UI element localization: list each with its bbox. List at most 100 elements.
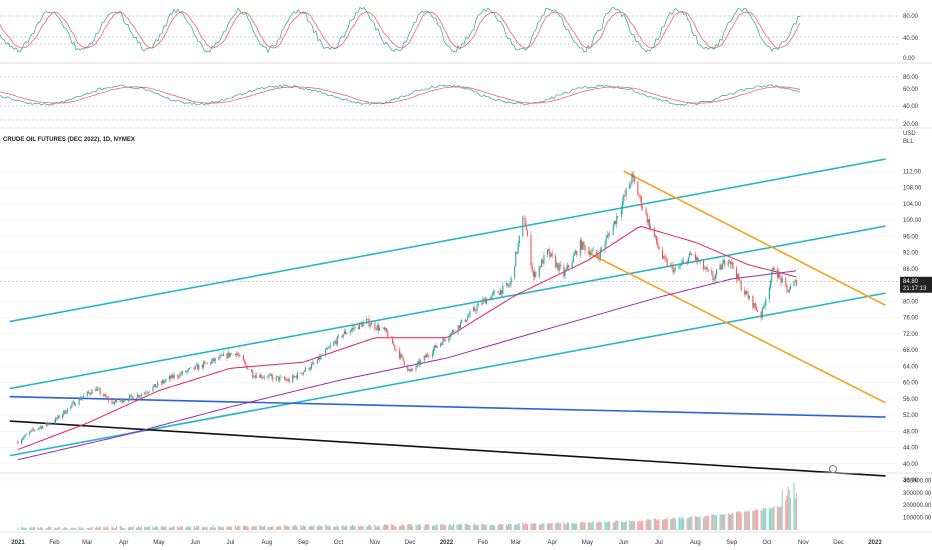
volume-bar xyxy=(335,526,337,530)
candle xyxy=(38,426,40,431)
candle xyxy=(526,229,529,238)
volume-bar xyxy=(541,523,543,530)
candle xyxy=(72,399,74,404)
volume-bar xyxy=(435,525,437,530)
candle xyxy=(31,427,33,432)
trendline[interactable] xyxy=(9,395,886,418)
candle xyxy=(533,268,536,281)
volume-bar xyxy=(714,515,716,530)
volume-bar xyxy=(596,522,598,530)
candle xyxy=(383,326,385,332)
volume-bar xyxy=(111,526,113,530)
candle xyxy=(107,394,109,404)
volume-bar xyxy=(272,525,274,530)
volume-bar xyxy=(403,526,405,530)
candle xyxy=(80,395,82,401)
candle xyxy=(580,238,583,251)
candle xyxy=(238,351,240,359)
volume-bar xyxy=(128,526,131,530)
candle xyxy=(706,264,708,273)
y-tick-label: 76.00 xyxy=(903,316,919,322)
volume-bar xyxy=(713,514,715,530)
trendline[interactable] xyxy=(9,292,886,457)
volume-bar xyxy=(761,510,763,530)
volume-bar xyxy=(622,521,624,530)
volume-bar xyxy=(341,525,343,530)
candle xyxy=(374,320,376,332)
volume-bar xyxy=(572,523,574,530)
volume-bar xyxy=(772,507,774,530)
candle xyxy=(185,369,187,373)
candle xyxy=(705,265,707,273)
volume-bar xyxy=(83,528,85,530)
volume-bar xyxy=(785,499,787,530)
volume-bar xyxy=(244,526,246,530)
candle xyxy=(732,261,734,270)
volume-bar xyxy=(498,524,500,530)
candle xyxy=(605,234,607,248)
candle xyxy=(161,378,163,386)
candle xyxy=(613,220,615,227)
volume-bar xyxy=(505,523,507,530)
volume-bar xyxy=(171,527,173,530)
volume-bar xyxy=(359,526,361,530)
volume-bar xyxy=(312,526,314,530)
volume-bar xyxy=(663,519,665,530)
candle xyxy=(242,354,244,361)
volume-bar xyxy=(645,520,647,530)
trendline[interactable] xyxy=(623,170,886,307)
candle xyxy=(132,396,134,400)
volume-tick-label: 400000.00 xyxy=(903,478,932,484)
volume-bar xyxy=(144,526,146,530)
candle xyxy=(516,251,518,256)
volume-bar xyxy=(738,511,740,530)
candle xyxy=(164,379,166,385)
volume-bar xyxy=(516,524,518,530)
candle xyxy=(714,273,716,283)
volume-bar xyxy=(607,521,610,530)
volume-bar xyxy=(124,528,126,530)
candle xyxy=(139,394,141,400)
volume-bar xyxy=(623,522,625,530)
candle xyxy=(153,383,155,388)
volume-bar xyxy=(449,523,451,530)
candle xyxy=(704,266,706,270)
volume-bar xyxy=(765,508,767,530)
volume-bar xyxy=(515,524,517,530)
volume-bar xyxy=(206,526,208,530)
candle xyxy=(530,231,532,269)
candle xyxy=(263,374,266,381)
volume-bar xyxy=(37,526,39,530)
candle xyxy=(279,375,281,384)
candle xyxy=(415,365,417,373)
trendline[interactable] xyxy=(587,251,886,404)
trendline[interactable] xyxy=(9,420,886,477)
earnings-marker[interactable] xyxy=(829,465,837,473)
stochastic-tick-40: 40.00 xyxy=(903,36,919,42)
volume-bar xyxy=(333,526,335,530)
volume-bar xyxy=(640,520,642,530)
candle xyxy=(631,171,633,187)
volume-bar xyxy=(490,524,492,530)
candle xyxy=(607,232,610,240)
candle xyxy=(360,321,362,325)
volume-bar xyxy=(368,524,370,530)
candle xyxy=(25,432,27,435)
volume-bar xyxy=(576,523,578,530)
volume-bar xyxy=(131,527,133,530)
candle xyxy=(401,353,403,359)
volume-bar xyxy=(428,523,430,530)
volume-bar xyxy=(661,519,664,530)
trendline[interactable] xyxy=(9,225,886,390)
volume-bar xyxy=(22,528,24,530)
rsi-tick-40: 40.00 xyxy=(903,104,919,110)
candle xyxy=(22,436,24,442)
trendline[interactable] xyxy=(9,158,886,323)
rsi-signal-line xyxy=(0,86,801,104)
x-tick-label: Jul xyxy=(227,540,235,546)
volume-bar xyxy=(39,527,41,530)
candle xyxy=(649,215,651,231)
candle xyxy=(82,397,84,401)
volume-bar xyxy=(451,526,453,530)
candle xyxy=(227,349,229,360)
